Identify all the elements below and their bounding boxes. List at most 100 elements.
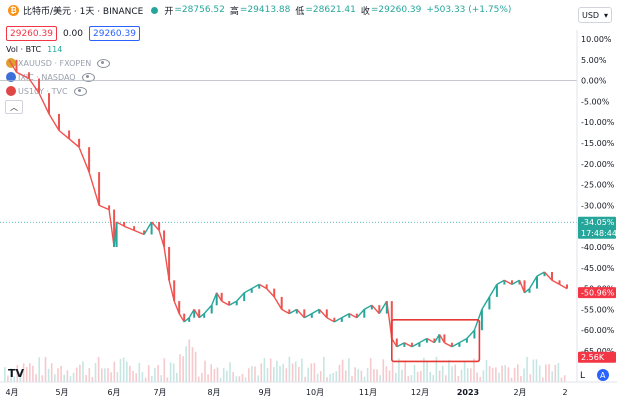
low-value: =28621.41 bbox=[305, 5, 356, 15]
volume-bar bbox=[213, 369, 216, 382]
volume-bar bbox=[294, 361, 297, 382]
volume-bar bbox=[285, 368, 288, 382]
sell-price-button[interactable]: 29260.39 bbox=[6, 26, 57, 41]
volume-bar bbox=[301, 358, 303, 382]
volume-bar bbox=[504, 365, 506, 382]
x-tick-label: 2 bbox=[562, 388, 567, 397]
volume-bar bbox=[379, 375, 381, 382]
price-segment bbox=[536, 271, 545, 277]
candle bbox=[566, 284, 568, 289]
y-tick-label: -5.00% bbox=[581, 97, 610, 106]
volume-bar bbox=[341, 359, 344, 382]
price-segment bbox=[273, 296, 283, 310]
candle bbox=[288, 309, 291, 314]
volume-bar bbox=[72, 372, 75, 382]
legend-item-ixic[interactable]: IXIC · NASDAQ bbox=[6, 72, 95, 82]
candle bbox=[425, 338, 428, 343]
candle bbox=[183, 313, 186, 322]
volume-bar bbox=[548, 364, 550, 382]
volume-bar bbox=[10, 368, 12, 382]
x-tick-label: 9月 bbox=[258, 388, 271, 397]
volume-bar bbox=[385, 366, 388, 382]
volume-bar bbox=[29, 363, 31, 382]
volume-bar bbox=[273, 367, 275, 382]
legend-item-label: XAUUSD · FXOPEN bbox=[18, 58, 92, 68]
candle bbox=[173, 280, 176, 302]
volume-bar bbox=[88, 368, 91, 382]
candle bbox=[98, 172, 101, 206]
volume-bar bbox=[451, 366, 453, 382]
volume-bar bbox=[407, 376, 410, 382]
volume-bar bbox=[338, 364, 341, 382]
volume-bar bbox=[7, 375, 9, 382]
eye-hidden-icon[interactable] bbox=[97, 58, 111, 68]
volume-bar bbox=[410, 375, 413, 382]
volume-bar bbox=[513, 367, 516, 382]
candle bbox=[48, 93, 50, 114]
eye-hidden-icon[interactable] bbox=[73, 86, 87, 96]
y-tick-label: -30.00% bbox=[581, 201, 615, 210]
volume-bar bbox=[119, 359, 122, 382]
volume-bar bbox=[429, 371, 431, 382]
volume-bar bbox=[323, 356, 325, 382]
candle bbox=[68, 130, 71, 139]
candle bbox=[115, 222, 118, 247]
currency-label: USD bbox=[582, 10, 600, 20]
candle bbox=[250, 288, 253, 293]
price-segment bbox=[123, 225, 135, 232]
nasdaq-icon bbox=[6, 72, 16, 82]
volume-bar bbox=[288, 356, 291, 382]
candle bbox=[403, 342, 406, 347]
price-segment bbox=[221, 300, 230, 306]
volume-bar bbox=[420, 370, 422, 382]
buy-price-button[interactable]: 29260.39 bbox=[89, 26, 140, 41]
volume-bar bbox=[554, 364, 557, 382]
volume-bar bbox=[235, 376, 238, 382]
legend-item-us10y[interactable]: US10Y · TVC bbox=[6, 86, 87, 96]
currency-select[interactable]: USD ▾ bbox=[578, 7, 612, 23]
volume-bar bbox=[463, 361, 466, 382]
price-segment bbox=[58, 129, 70, 140]
y-tick-label: -15.00% bbox=[581, 139, 615, 148]
volume-bar bbox=[25, 367, 28, 382]
highlight-box[interactable] bbox=[390, 318, 481, 363]
volume-bar bbox=[498, 372, 500, 382]
volume-bar bbox=[57, 368, 59, 382]
volume-bar bbox=[391, 361, 394, 382]
candle bbox=[133, 226, 136, 231]
price-marker bbox=[578, 287, 616, 299]
y-tick-label: 10.00% bbox=[581, 35, 612, 44]
volume-bar bbox=[13, 376, 15, 382]
collapse-legend-button[interactable]: ︿ bbox=[5, 100, 23, 114]
volume-bar bbox=[563, 375, 566, 382]
price-segment bbox=[341, 312, 350, 319]
candle bbox=[536, 276, 538, 289]
volume-bar bbox=[132, 370, 134, 382]
volume-bar bbox=[229, 362, 231, 382]
candle bbox=[198, 309, 201, 318]
price-segment bbox=[296, 308, 305, 319]
price-segment bbox=[404, 342, 413, 348]
market-open-icon bbox=[151, 6, 159, 14]
price-segment bbox=[481, 296, 491, 310]
log-scale-button[interactable]: L bbox=[580, 371, 585, 381]
symbol-title[interactable]: 比特币/美元 · 1天 · BINANCE bbox=[23, 6, 144, 17]
volume-bar bbox=[423, 357, 425, 382]
price-segment bbox=[133, 229, 145, 236]
volume-bar bbox=[491, 367, 494, 382]
candle bbox=[518, 280, 521, 285]
auto-scale-button[interactable] bbox=[597, 369, 609, 381]
volume-bar bbox=[104, 368, 106, 382]
price-segment bbox=[348, 312, 358, 319]
volume-bar bbox=[269, 358, 272, 382]
volume-bar bbox=[401, 369, 403, 382]
price-marker bbox=[578, 216, 616, 239]
volume-bar bbox=[395, 372, 397, 382]
volume-bar bbox=[357, 369, 359, 382]
candle bbox=[108, 205, 111, 210]
eye-hidden-icon[interactable] bbox=[81, 72, 95, 82]
price-segment bbox=[38, 92, 50, 115]
price-segment bbox=[543, 271, 553, 281]
price-segment bbox=[78, 146, 90, 173]
